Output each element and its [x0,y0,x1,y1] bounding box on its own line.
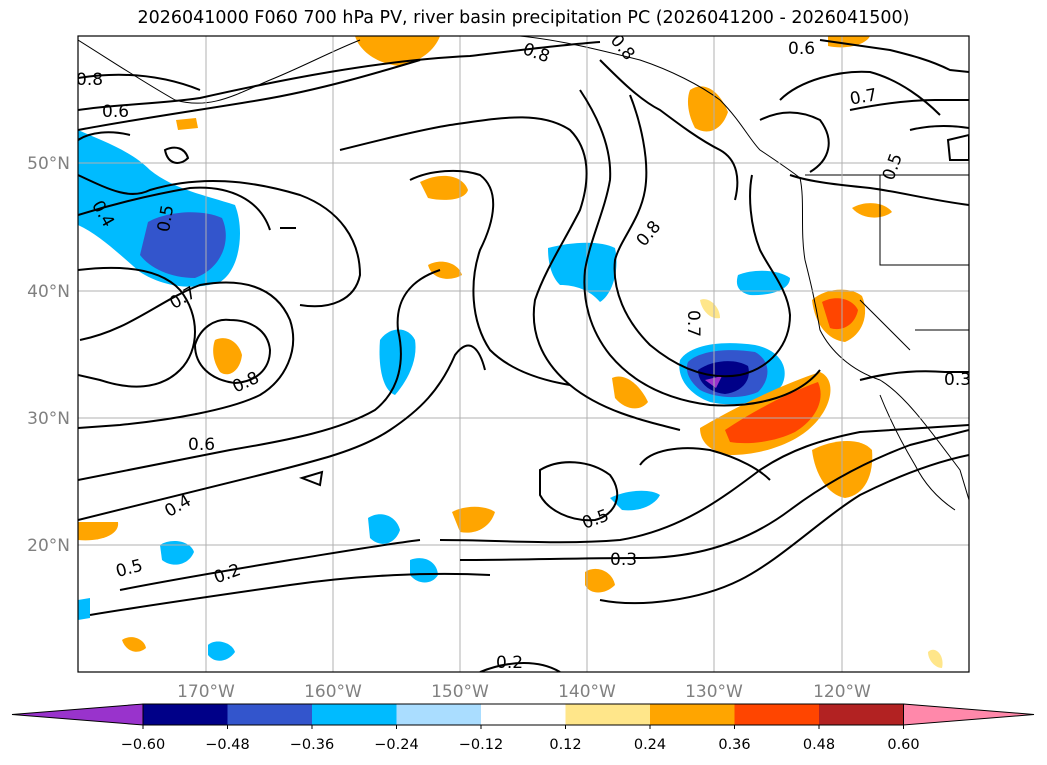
pos-field-sw-small [122,637,146,652]
contour-label: 0.3 [944,370,971,390]
pos-field-bc [687,86,728,132]
contour-label: 0.7 [683,310,703,337]
map-frame [77,35,970,673]
colorbar-frame [142,703,904,726]
colorbar-tick-label: −0.60 [121,737,165,753]
contour-label: 0.3 [610,550,637,570]
colorbar-segment [312,704,397,725]
pos-field-ne [828,36,870,48]
pos-field-s [585,568,615,593]
lat-label: 40°N [27,282,70,302]
lon-label: 170°W [177,682,235,702]
lon-label: 140°W [558,682,616,702]
latitude-labels: 50°N 40°N 30°N 20°N [27,154,70,556]
contour-label: 0.6 [788,39,815,59]
colorbar-extend-max [903,703,1035,726]
pos-field-alaska [355,36,440,66]
lat-label: 20°N [27,536,70,556]
colorbar-segment [819,704,904,725]
neg-field-sw-small [208,641,235,661]
neg-field-w-edge [78,598,90,620]
colorbar-tick-label: −0.12 [459,737,503,753]
colorbar-segment [565,704,650,725]
lon-label: 120°W [813,682,871,702]
pos-field-nca-core [822,298,858,330]
colorbar [11,703,1035,726]
colorbar-ticks: −0.60 −0.48 −0.36 −0.24 −0.12 0.12 0.24 0.36 0.4… [121,725,920,753]
neg-field-east [548,242,617,302]
pos-field-pnw [852,203,892,218]
neg-field-core-3 [698,361,749,394]
colorbar-tick-label: 0.48 [803,737,835,753]
lon-label: 130°W [685,682,743,702]
neg-field-hawaii [368,514,400,544]
colorbar-segment [143,704,228,725]
coastlines [78,36,969,511]
pv-contours [78,39,969,672]
neg-field-west-core [140,212,226,278]
map-panel: 0.8 0.6 0.4 0.5 0.7 0.8 0.6 0.4 0.2 0.5 … [76,35,971,673]
colorbar-tick-label: −0.36 [290,737,334,753]
colorbar-tick-label: 0.36 [718,737,750,753]
neg-field-hawaii-s [410,558,438,583]
lat-label: 50°N [27,154,70,174]
pos-field-mid [428,261,462,279]
neg-field-sub [610,490,660,511]
pos-field-ak-small [176,118,198,130]
pos-field-far-w [78,522,119,541]
colorbar-segment [227,704,312,725]
pos-field-tropic [452,506,495,533]
contour-label: 0.6 [188,435,215,455]
lon-label: 160°W [304,682,362,702]
colorbar-segment [734,704,819,725]
colorbar-segment [650,704,735,725]
map-title: 2026041000 F060 700 hPa PV, river basin … [137,8,910,28]
pos-field-hawaii-n [213,338,242,375]
neg-field-far-w [160,540,194,565]
contour-label: 0.7 [848,85,878,109]
pos-field-gulf [420,175,468,200]
pos-field-sub [612,376,648,409]
neg-field-central [379,329,416,395]
contour-label: 0.8 [76,70,103,90]
colorbar-segment [481,704,566,725]
colorbar-tick-label: 0.12 [549,737,581,753]
contour-label: 0.5 [154,204,178,234]
contour-label: 0.6 [102,102,129,122]
pos-field-sw-core [725,382,821,444]
longitude-labels: 170°W 160°W 150°W 140°W 130°W 120°W [177,682,871,702]
colorbar-tick-label: 0.60 [887,737,919,753]
colorbar-tick-label: −0.24 [374,737,418,753]
pos-field-mid-s [700,299,720,319]
colorbar-extend-min [11,703,144,726]
colorbar-tick-label: 0.24 [634,737,666,753]
lat-label: 30°N [27,409,70,429]
colorbar-tick-label: −0.48 [205,737,249,753]
precip-shading [78,36,943,668]
graticule [78,36,969,672]
lon-label: 150°W [431,682,489,702]
colorbar-segment [396,704,481,725]
contour-label: 0.2 [496,653,523,673]
pos-field-se-small [928,649,943,668]
